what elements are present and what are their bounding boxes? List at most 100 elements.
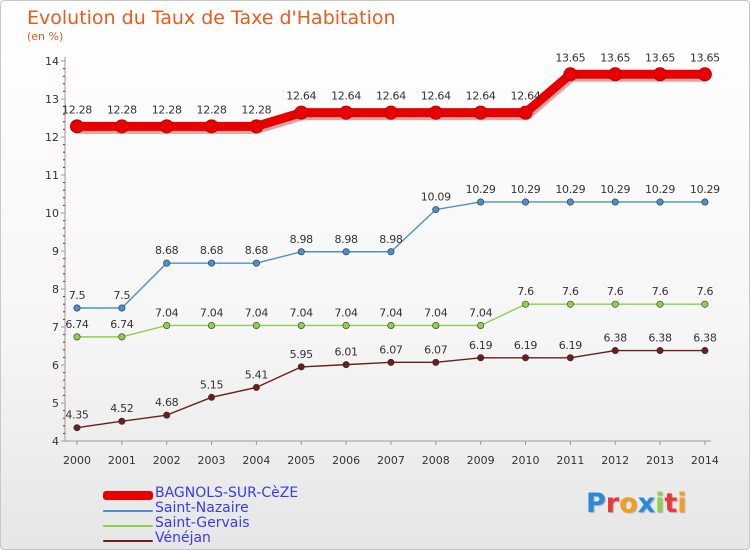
data-point (73, 333, 81, 341)
y-tick-label: 9 (52, 245, 59, 258)
data-point (114, 119, 129, 134)
data-point (297, 248, 305, 256)
y-tick-label: 8 (52, 283, 59, 296)
x-tick-label: 2005 (287, 454, 315, 467)
x-tick-label: 2000 (63, 454, 91, 467)
x-tick-label: 2007 (377, 454, 405, 467)
data-label: 13.65 (645, 51, 675, 64)
data-label: 10.29 (511, 183, 541, 196)
y-tick-label: 12 (45, 131, 59, 144)
logo-letter: i (655, 488, 665, 519)
data-label: 7.04 (424, 306, 448, 319)
y-tick-label: 7 (52, 321, 59, 334)
data-label: 12.64 (376, 90, 406, 103)
data-label: 4.52 (110, 402, 133, 415)
logo-letter: i (677, 488, 687, 519)
data-point (118, 417, 126, 425)
data-point (701, 198, 709, 206)
legend-swatch (103, 540, 153, 542)
data-point (611, 198, 619, 206)
data-label: 6.07 (379, 343, 403, 356)
data-label: 4.68 (155, 396, 179, 409)
proxiti-logo: Proxiti (586, 488, 687, 519)
data-label: 6.38 (693, 332, 717, 345)
x-tick-label: 2010 (512, 454, 540, 467)
y-tick-label: 4 (52, 435, 59, 448)
data-label: 6.74 (110, 318, 134, 331)
data-label: 7.6 (697, 285, 714, 298)
data-label: 7.04 (245, 306, 269, 319)
data-point (428, 105, 443, 120)
y-tick-label: 10 (45, 207, 59, 220)
data-point (566, 354, 574, 362)
data-label: 12.28 (197, 103, 227, 116)
logo-letter: o (619, 488, 638, 519)
data-point (208, 393, 216, 401)
data-point (477, 198, 485, 206)
data-label: 7.04 (200, 306, 224, 319)
data-label: 8.98 (334, 233, 358, 246)
x-tick-label: 2003 (198, 454, 226, 467)
data-label: 7.5 (114, 289, 131, 302)
data-label: 12.64 (466, 90, 496, 103)
data-point (208, 259, 216, 267)
data-point (473, 105, 488, 120)
data-point (656, 347, 664, 355)
data-point (611, 347, 619, 355)
data-point (252, 259, 260, 267)
data-label: 6.74 (65, 318, 89, 331)
legend-item: Vénéjan (103, 530, 363, 547)
data-label: 12.28 (152, 103, 182, 116)
data-label: 6.38 (648, 332, 672, 345)
x-tick-label: 2011 (556, 454, 584, 467)
chart-title: Evolution du Taux de Taxe d'Habitation (27, 7, 396, 29)
data-label: 10.29 (555, 183, 585, 196)
data-point (342, 248, 350, 256)
data-label: 5.15 (200, 378, 224, 391)
data-label: 7.04 (469, 306, 493, 319)
data-point (339, 105, 354, 120)
data-label: 7.04 (290, 306, 314, 319)
data-point (566, 198, 574, 206)
data-label: 10.29 (466, 183, 496, 196)
data-label: 7.6 (562, 285, 579, 298)
data-label: 7.04 (379, 306, 403, 319)
data-label: 12.64 (421, 90, 451, 103)
data-point (163, 321, 171, 329)
data-point (342, 361, 350, 369)
legend-label: Saint-Gervais (155, 515, 250, 531)
data-point (521, 300, 529, 308)
y-tick-label: 6 (52, 359, 59, 372)
legend-item: Saint-Gervais (103, 515, 363, 532)
data-point (518, 105, 533, 120)
y-tick-label: 14 (45, 55, 59, 68)
data-point (204, 119, 219, 134)
data-point (208, 321, 216, 329)
data-point (163, 411, 171, 419)
x-tick-label: 2001 (108, 454, 136, 467)
data-label: 7.04 (334, 306, 358, 319)
data-point (342, 321, 350, 329)
data-point (701, 347, 709, 355)
data-point (611, 300, 619, 308)
data-point (387, 321, 395, 329)
data-point (70, 119, 84, 134)
data-point (118, 304, 126, 312)
x-tick-label: 2014 (691, 454, 719, 467)
data-point (297, 321, 305, 329)
data-point (566, 300, 574, 308)
data-label: 6.19 (514, 339, 538, 352)
data-label: 10.09 (421, 191, 451, 204)
data-point (383, 105, 398, 120)
data-label: 5.41 (245, 368, 268, 381)
legend-label: Vénéjan (155, 530, 211, 546)
data-label: 7.6 (517, 285, 534, 298)
data-label: 10.29 (600, 183, 630, 196)
x-tick-label: 2013 (646, 454, 674, 467)
data-point (294, 105, 309, 120)
data-label: 8.68 (155, 244, 179, 257)
data-label: 6.38 (604, 332, 628, 345)
data-point (656, 300, 664, 308)
